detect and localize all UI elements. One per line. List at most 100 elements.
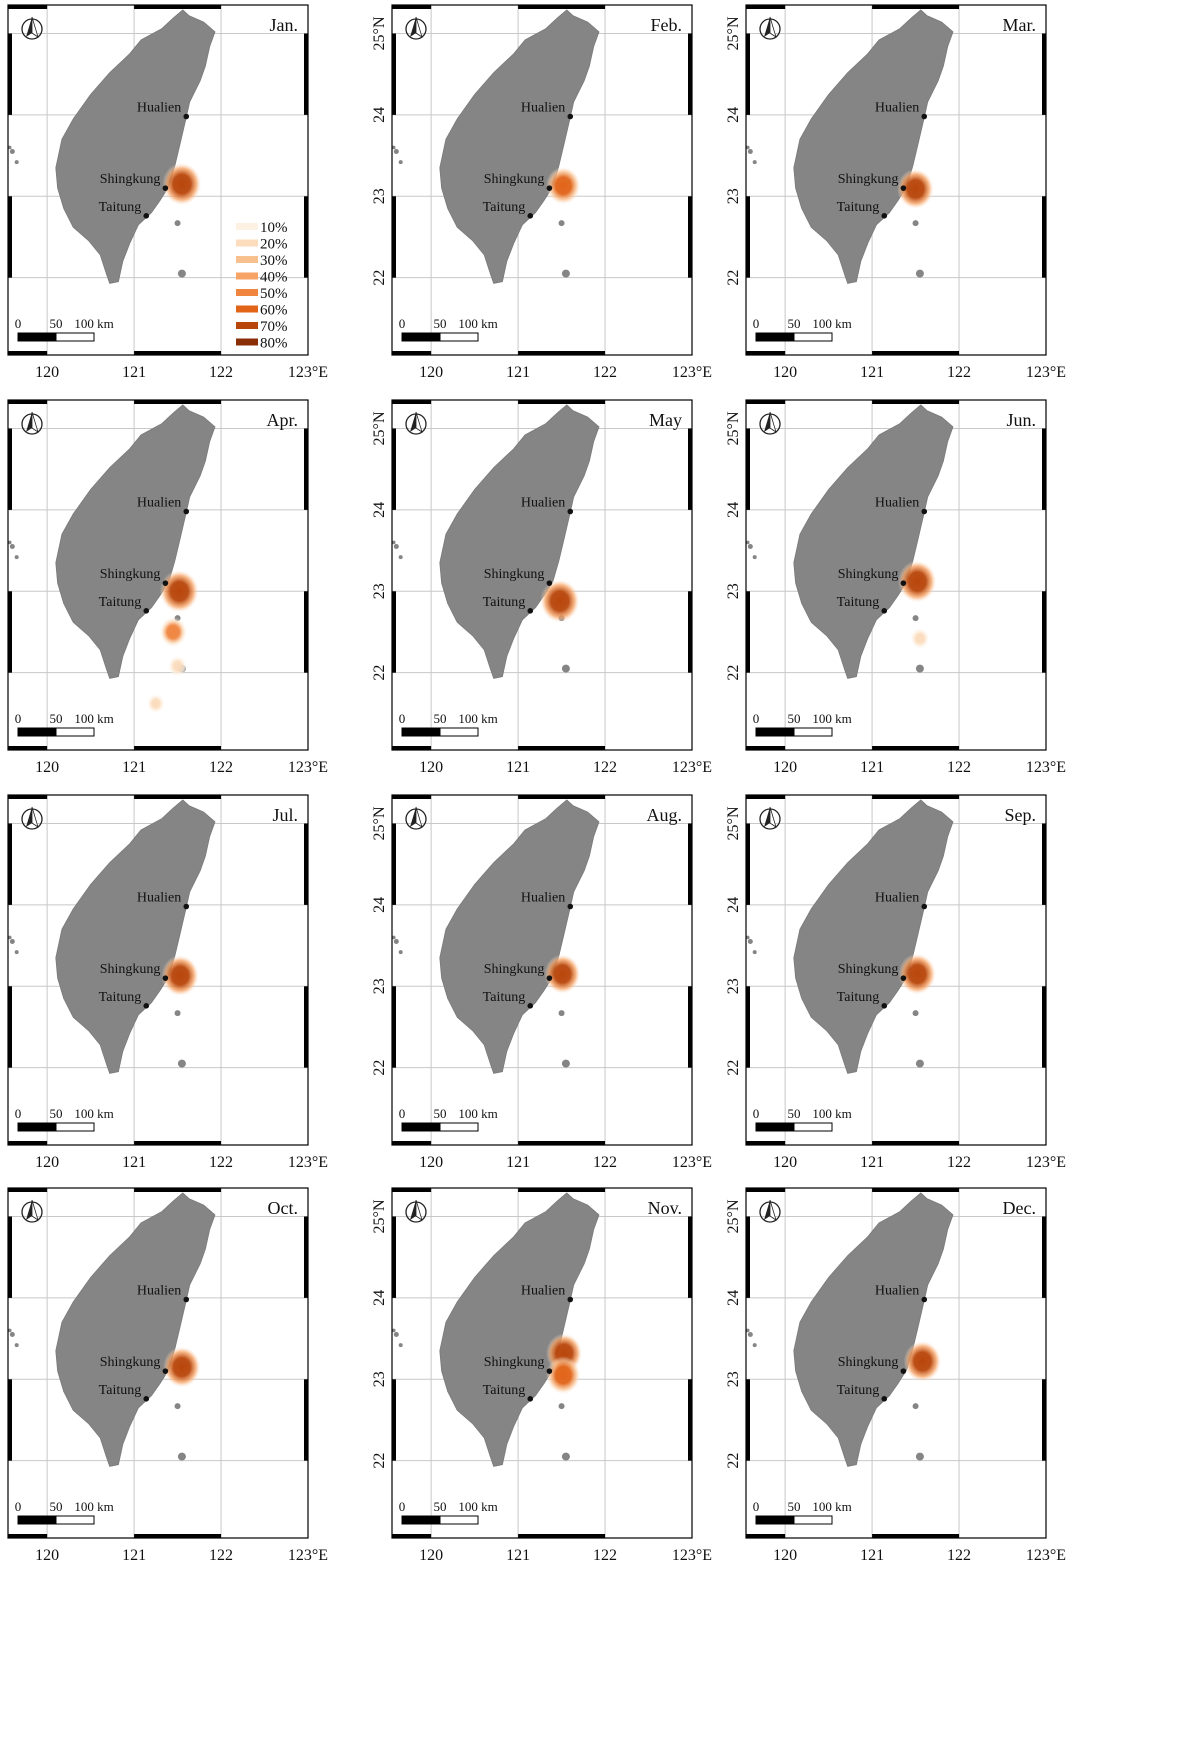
island	[558, 1403, 565, 1410]
longitude-tick-label: 121	[506, 364, 530, 381]
frame-tick	[392, 986, 396, 1068]
latitude-tick-label: 24	[371, 1290, 388, 1306]
frame-tick	[8, 351, 48, 355]
island	[398, 160, 403, 165]
latitude-tick-label: 25°N	[725, 411, 742, 445]
frame-tick	[1042, 1379, 1046, 1461]
longitude-tick-label: 120	[419, 364, 443, 381]
frame-tick	[746, 1379, 750, 1461]
place-label-hualien: Hualien	[137, 1284, 181, 1299]
longitude-tick-label: 122	[209, 364, 233, 381]
legend-label: 20%	[260, 237, 288, 253]
island	[747, 544, 753, 550]
island	[561, 269, 570, 278]
place-label-taitung: Taitung	[837, 1383, 880, 1398]
scale-bar: 0 50 100 km	[399, 711, 498, 737]
longitude-tick-label: 120	[35, 759, 59, 776]
place-label-hualien: Hualien	[521, 1284, 565, 1299]
frame-ticks	[746, 795, 1046, 1145]
place-label-hualien: Hualien	[137, 101, 181, 116]
place-label-hualien: Hualien	[875, 891, 919, 906]
frame-tick	[304, 428, 308, 510]
frame-tick	[1042, 986, 1046, 1068]
scale-bar: 0 50 100 km	[753, 1106, 852, 1132]
frame-tick	[304, 1216, 308, 1298]
frame-tick	[518, 351, 606, 355]
scale-bar-label: 50	[434, 316, 447, 331]
scale-bar-label: 100 km	[458, 1499, 497, 1514]
frame-tick	[134, 1188, 222, 1192]
place-marker-taitung	[527, 213, 534, 219]
taiwan-landmass	[439, 9, 600, 284]
latitude-tick-label: 25°N	[0, 1199, 4, 1233]
frame-tick	[392, 823, 396, 905]
scale-bar-white	[793, 332, 833, 342]
taiwan-landmass	[55, 9, 216, 284]
place-marker-shingkung	[900, 185, 907, 191]
heat-legend: 10%20%30%40%50%60%70%80%	[236, 220, 288, 352]
frame-tick	[392, 1188, 432, 1192]
frame-tick	[8, 1188, 48, 1192]
taiwan-landmass	[55, 799, 216, 1074]
place-label-taitung: Taitung	[483, 595, 526, 610]
longitude-tick-label: 122	[593, 759, 617, 776]
island	[177, 1452, 186, 1461]
frame-tick	[688, 1379, 692, 1461]
latitude-tick-label: 24	[0, 1290, 4, 1306]
island	[561, 1059, 570, 1068]
frame-tick	[518, 1141, 606, 1145]
place-marker-shingkung	[900, 1368, 907, 1374]
scale-bar-label: 0	[399, 1499, 406, 1514]
island	[912, 1403, 919, 1410]
frame-tick	[872, 1188, 960, 1192]
scale-bar-black	[401, 727, 441, 737]
frame-tick	[746, 400, 786, 404]
latitude-tick-label: 24	[725, 502, 742, 518]
map-panel-5: Hualien Shingkung Taitung Jun. 0 50 100 km 120 1…	[725, 399, 1066, 776]
island	[752, 555, 757, 560]
place-marker-shingkung	[162, 580, 169, 586]
probability-hotspot	[163, 1346, 201, 1388]
taiwan-landmass	[793, 404, 954, 679]
island	[915, 1059, 924, 1068]
latitude-tick-label: 23	[0, 583, 4, 599]
place-marker-hualien	[921, 903, 928, 910]
longitude-tick-label: 122	[209, 1547, 233, 1564]
longitude-tick-label: 123°E	[288, 1547, 328, 1564]
latitude-tick-label: 25°N	[371, 411, 388, 445]
island	[7, 540, 12, 545]
longitude-tick-label: 122	[947, 1547, 971, 1564]
place-label-hualien: Hualien	[875, 101, 919, 116]
frame-tick	[392, 428, 396, 510]
place-marker-hualien	[921, 1296, 928, 1303]
island	[14, 555, 19, 560]
latitude-tick-label: 24	[0, 107, 4, 123]
place-label-taitung: Taitung	[837, 595, 880, 610]
latitude-tick-label: 25°N	[0, 806, 4, 840]
longitude-tick-label: 121	[860, 1154, 884, 1171]
place-label-taitung: Taitung	[99, 990, 142, 1005]
scale-bar-label: 100 km	[74, 711, 113, 726]
scale-bar-label: 100 km	[812, 316, 851, 331]
place-marker-shingkung	[900, 580, 907, 586]
legend-swatch	[236, 338, 258, 346]
scale-bar-label: 50	[434, 711, 447, 726]
frame-ticks	[8, 795, 308, 1145]
longitude-tick-label: 120	[773, 1547, 797, 1564]
island	[915, 664, 924, 673]
place-label-taitung: Taitung	[837, 990, 880, 1005]
frame-tick	[134, 5, 222, 9]
place-marker-shingkung	[900, 975, 907, 981]
frame-tick	[304, 591, 308, 673]
island	[558, 1010, 565, 1017]
longitude-tick-label: 120	[773, 364, 797, 381]
probability-hotspot	[545, 1356, 581, 1395]
place-marker-hualien	[567, 508, 574, 515]
island	[747, 939, 753, 945]
scale-bar-white	[439, 727, 479, 737]
island	[9, 544, 15, 550]
place-marker-taitung	[881, 608, 888, 614]
frame-tick	[8, 428, 12, 510]
island	[174, 1403, 181, 1410]
frame-tick	[518, 746, 606, 750]
